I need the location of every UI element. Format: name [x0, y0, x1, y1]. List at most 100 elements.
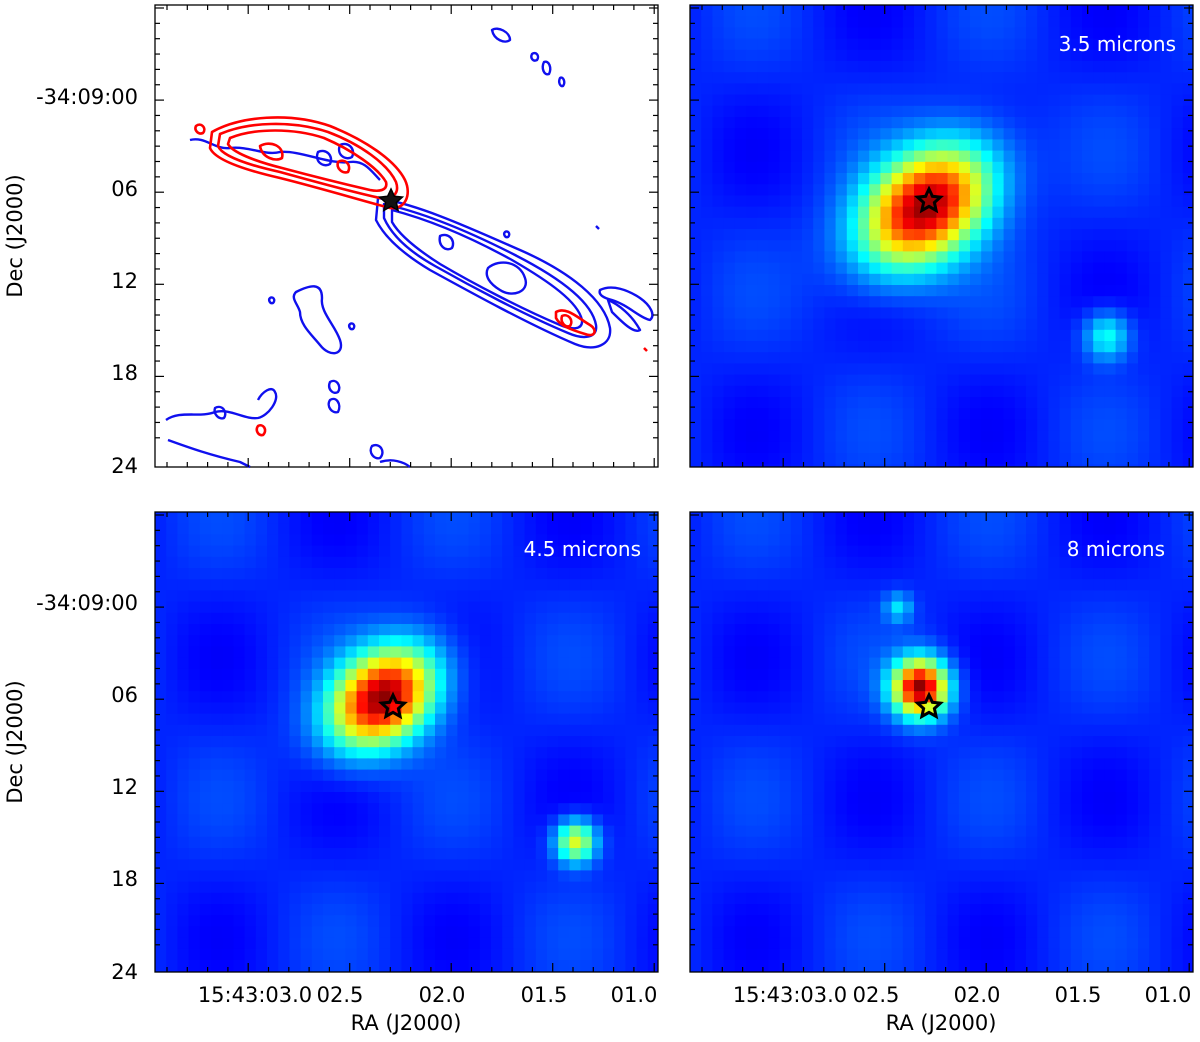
heatmap-cell	[1104, 105, 1117, 118]
heatmap-cell	[591, 579, 604, 591]
heatmap-cell	[1115, 27, 1128, 40]
heatmap-cell	[846, 38, 859, 51]
heatmap-cell	[412, 859, 425, 871]
heatmap-cell	[345, 769, 358, 782]
heatmap-cell	[824, 27, 837, 40]
heatmap-cell	[1026, 16, 1038, 28]
heatmap-cell	[401, 534, 414, 547]
heatmap-cell	[813, 713, 825, 726]
heatmap-cell	[1070, 657, 1083, 670]
heatmap-cell	[1048, 419, 1061, 432]
heatmap-cell	[1104, 251, 1117, 264]
heatmap-cell	[902, 612, 915, 625]
heatmap-cell	[379, 724, 391, 737]
heatmap-cell	[491, 937, 503, 950]
heatmap-cell	[435, 769, 447, 782]
heatmap-cell	[1003, 635, 1016, 647]
heatmap-cell	[734, 747, 747, 759]
heatmap-cell	[880, 736, 893, 748]
heatmap-cell	[1003, 430, 1016, 443]
heatmap-cell	[1126, 374, 1139, 387]
heatmap-cell	[768, 285, 781, 297]
heatmap-cell	[914, 307, 926, 320]
heatmap-cell	[880, 758, 893, 771]
heatmap-cell	[1115, 601, 1128, 614]
heatmap-cell	[491, 724, 503, 737]
heatmap-cell	[1149, 657, 1161, 670]
heatmap-cell	[813, 758, 825, 771]
heatmap-cell	[902, 285, 915, 297]
heatmap-cell	[992, 206, 1005, 219]
heatmap-cell	[925, 161, 937, 174]
heatmap-cell	[1048, 94, 1061, 107]
heatmap-cell	[1048, 747, 1061, 759]
heatmap-cell	[802, 523, 814, 535]
heatmap-cell	[690, 374, 702, 387]
heatmap-cell	[1160, 523, 1173, 535]
heatmap-cell	[835, 397, 848, 409]
heatmap-cell	[1104, 374, 1117, 387]
heatmap-cell	[1014, 262, 1027, 275]
heatmap-cell	[947, 273, 960, 286]
heatmap-cell	[779, 83, 792, 96]
heatmap-cell	[233, 769, 246, 782]
heatmap-cell	[992, 296, 1005, 308]
heatmap-cell	[222, 736, 234, 748]
heatmap-cell	[869, 657, 881, 670]
red-contour-south-2	[560, 314, 573, 328]
heatmap-cell	[981, 363, 993, 376]
heatmap-cell	[177, 568, 190, 580]
heatmap-cell	[379, 702, 391, 715]
heatmap-cell	[701, 534, 713, 547]
heatmap-cell	[779, 229, 792, 241]
heatmap-cell	[779, 397, 792, 409]
heatmap-cell	[746, 38, 758, 51]
heatmap-cell	[1171, 780, 1184, 793]
heatmap-cell	[779, 668, 792, 681]
heatmap-cell	[166, 612, 178, 625]
heatmap-cell	[858, 173, 870, 185]
heatmap-cell	[925, 5, 937, 17]
heatmap-cell	[603, 814, 615, 827]
heatmap-cell	[412, 601, 425, 614]
heatmap-cell	[914, 217, 926, 230]
blue-contour-cloud-6	[327, 397, 341, 414]
heatmap-cell	[300, 612, 313, 625]
heatmap-cell	[958, 173, 971, 185]
heatmap-cell	[390, 904, 402, 916]
heatmap-cell	[690, 27, 702, 40]
heatmap-cell	[1115, 512, 1128, 524]
heatmap-cell	[569, 724, 582, 737]
heatmap-cell	[992, 341, 1005, 353]
heatmap-cell	[524, 736, 537, 748]
heatmap-cell	[188, 803, 201, 815]
heatmap-cell	[981, 94, 993, 107]
heatmap-cell	[835, 38, 848, 51]
heatmap-cell	[1138, 780, 1150, 793]
heatmap-cell	[746, 217, 758, 230]
heatmap-cell	[457, 736, 470, 748]
heatmap-cell	[858, 296, 870, 308]
heatmap-cell	[166, 545, 178, 558]
heatmap-cell	[958, 27, 971, 40]
heatmap-cell	[311, 646, 324, 659]
heatmap-cell	[367, 859, 380, 871]
heatmap-cell	[757, 635, 769, 647]
heatmap-cell	[1149, 206, 1161, 219]
heatmap-cell	[289, 747, 302, 759]
heatmap-cell	[625, 758, 638, 771]
heatmap-cell	[1059, 16, 1072, 28]
heatmap-cell	[1104, 441, 1117, 454]
heatmap-cell	[1026, 128, 1038, 140]
heatmap-cell	[390, 556, 402, 569]
heatmap-cell	[1070, 568, 1083, 580]
heatmap-cell	[614, 635, 626, 647]
heatmap-cell	[970, 318, 982, 331]
heatmap-cell	[824, 318, 837, 331]
heatmap-cell	[367, 747, 380, 759]
heatmap-cell	[625, 556, 638, 569]
heatmap-cell	[390, 724, 402, 737]
heatmap-cell	[768, 139, 781, 152]
heatmap-cell	[356, 523, 369, 535]
heatmap-cell	[479, 892, 492, 905]
